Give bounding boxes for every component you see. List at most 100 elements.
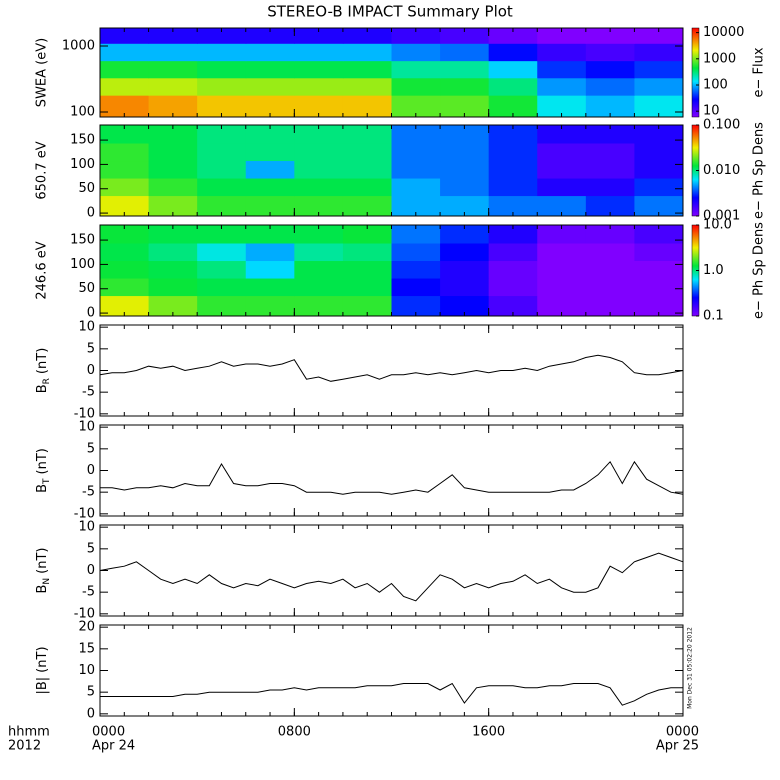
heatmap-cell xyxy=(488,225,538,244)
y-tick-label: 10 xyxy=(78,663,95,678)
heatmap-cell xyxy=(488,77,538,96)
heatmap-cell xyxy=(148,295,198,317)
x-tick-label: 0000 xyxy=(666,725,699,740)
heatmap-cell xyxy=(537,28,587,44)
x-tick-label: 1600 xyxy=(472,725,505,740)
heatmap-cell xyxy=(148,225,198,244)
heatmap-cell xyxy=(634,43,684,62)
y-tick-label: 20 xyxy=(78,620,95,635)
heatmap-cell xyxy=(634,160,684,179)
heatmap-cell xyxy=(294,243,344,262)
colorbar-tick-label: 10.0 xyxy=(703,218,732,233)
colorbar-label: e− Ph Sp Dens xyxy=(752,122,767,219)
heatmap-cell xyxy=(342,125,392,144)
y-label-subscript: N xyxy=(42,578,52,585)
heatmap-cell xyxy=(391,278,441,297)
heatmap-cell xyxy=(440,278,490,297)
heatmap-cell xyxy=(585,195,635,217)
heatmap-cell xyxy=(634,28,684,44)
heatmap-cell xyxy=(585,60,635,79)
heatmap-cell xyxy=(294,278,344,297)
y-tick-label: 10 xyxy=(78,420,95,435)
heatmap-cell xyxy=(245,43,295,62)
heatmap-cell xyxy=(537,95,587,118)
y-tick-label: 100 xyxy=(70,157,95,172)
heatmap-cell xyxy=(585,28,635,44)
y-label-subscript: R xyxy=(42,378,52,384)
heatmap-cell xyxy=(391,295,441,317)
colorbar-tick-label: 0.001 xyxy=(703,209,740,224)
y-tick-label: 0 xyxy=(87,563,95,578)
heatmap-cell xyxy=(342,225,392,244)
heatmap-cell xyxy=(197,243,247,262)
heatmap-cell xyxy=(100,260,150,279)
heatmap-cell xyxy=(537,160,587,179)
heatmap-cell xyxy=(537,278,587,297)
y-axis-label: SWEA (eV) xyxy=(35,38,50,107)
heatmap-cell xyxy=(391,160,441,179)
heatmap-cell xyxy=(197,225,247,244)
y-label-base: |B| xyxy=(35,677,50,695)
heatmap-cell xyxy=(245,28,295,44)
heatmap-cell xyxy=(245,143,295,162)
heatmap-cell xyxy=(245,95,295,118)
colorbar-tick-label: 0.010 xyxy=(703,163,740,178)
heatmap-cell xyxy=(488,28,538,44)
y-tick-label: -5 xyxy=(82,485,95,500)
y-tick-label: 100 xyxy=(70,105,95,120)
heatmap-cell xyxy=(488,260,538,279)
heatmap-cell xyxy=(100,125,150,144)
y-tick-label: 10 xyxy=(78,520,95,535)
colorbar xyxy=(691,27,700,118)
heatmap-cell xyxy=(342,160,392,179)
heatmap-cell xyxy=(440,195,490,217)
heatmap-cell xyxy=(294,28,344,44)
heatmap-cell xyxy=(245,178,295,197)
heatmap-cell xyxy=(148,143,198,162)
heatmap-cell xyxy=(391,143,441,162)
heatmap-cell xyxy=(391,178,441,197)
heatmap-cell xyxy=(342,195,392,217)
y-label-base: B xyxy=(35,484,50,493)
heatmap-cell xyxy=(245,77,295,96)
heatmap-cell xyxy=(488,178,538,197)
heatmap-cell xyxy=(100,28,150,44)
heatmap-cell xyxy=(197,278,247,297)
heatmap-cell xyxy=(391,77,441,96)
heatmap-cell xyxy=(148,95,198,118)
heatmap-cell xyxy=(342,295,392,317)
heatmap-cell xyxy=(634,60,684,79)
heatmap-cell xyxy=(197,295,247,317)
heatmap-cell xyxy=(440,60,490,79)
heatmap-cell xyxy=(537,60,587,79)
y-tick-label: 10 xyxy=(78,320,95,335)
y-tick-label: 5 xyxy=(87,541,95,556)
heatmap-cell xyxy=(634,77,684,96)
y-tick-label: 5 xyxy=(87,685,95,700)
heatmap-cell xyxy=(148,28,198,44)
y-label-unit: (nT) xyxy=(35,646,50,672)
colorbar-tick-label: 1000 xyxy=(703,51,736,66)
heatmap-cell xyxy=(585,243,635,262)
heatmap-cell xyxy=(391,260,441,279)
heatmap-cell xyxy=(537,43,587,62)
heatmap-cell xyxy=(634,195,684,217)
y-axis-label: 650.7 eV xyxy=(35,141,50,199)
heatmap-cell xyxy=(100,278,150,297)
y-label-base: B xyxy=(35,384,50,393)
heatmap-cell xyxy=(245,195,295,217)
heatmap-cell xyxy=(391,95,441,118)
data-line xyxy=(100,682,683,706)
heatmap-cell xyxy=(342,143,392,162)
y-tick-label: 0 xyxy=(87,206,95,221)
heatmap-cell xyxy=(391,125,441,144)
heatmap-cell xyxy=(294,295,344,317)
y-label-base: B xyxy=(35,585,50,594)
heatmap-cell xyxy=(294,77,344,96)
heatmap-cell xyxy=(100,143,150,162)
colorbar-label: e− Flux xyxy=(752,47,767,97)
heatmap-cell xyxy=(197,195,247,217)
heatmap-cell xyxy=(342,77,392,96)
heatmap-cell xyxy=(537,225,587,244)
